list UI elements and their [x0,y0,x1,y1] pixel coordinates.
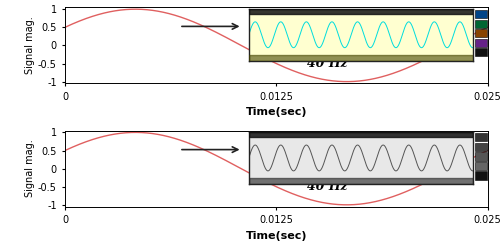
X-axis label: Time(sec): Time(sec) [246,231,307,241]
Y-axis label: Signal mag.: Signal mag. [25,140,35,198]
Y-axis label: Signal mag.: Signal mag. [25,16,35,74]
X-axis label: Time(sec): Time(sec) [246,107,307,117]
Text: 40 Hz: 40 Hz [306,57,348,70]
Text: 40 Hz: 40 Hz [306,180,348,193]
